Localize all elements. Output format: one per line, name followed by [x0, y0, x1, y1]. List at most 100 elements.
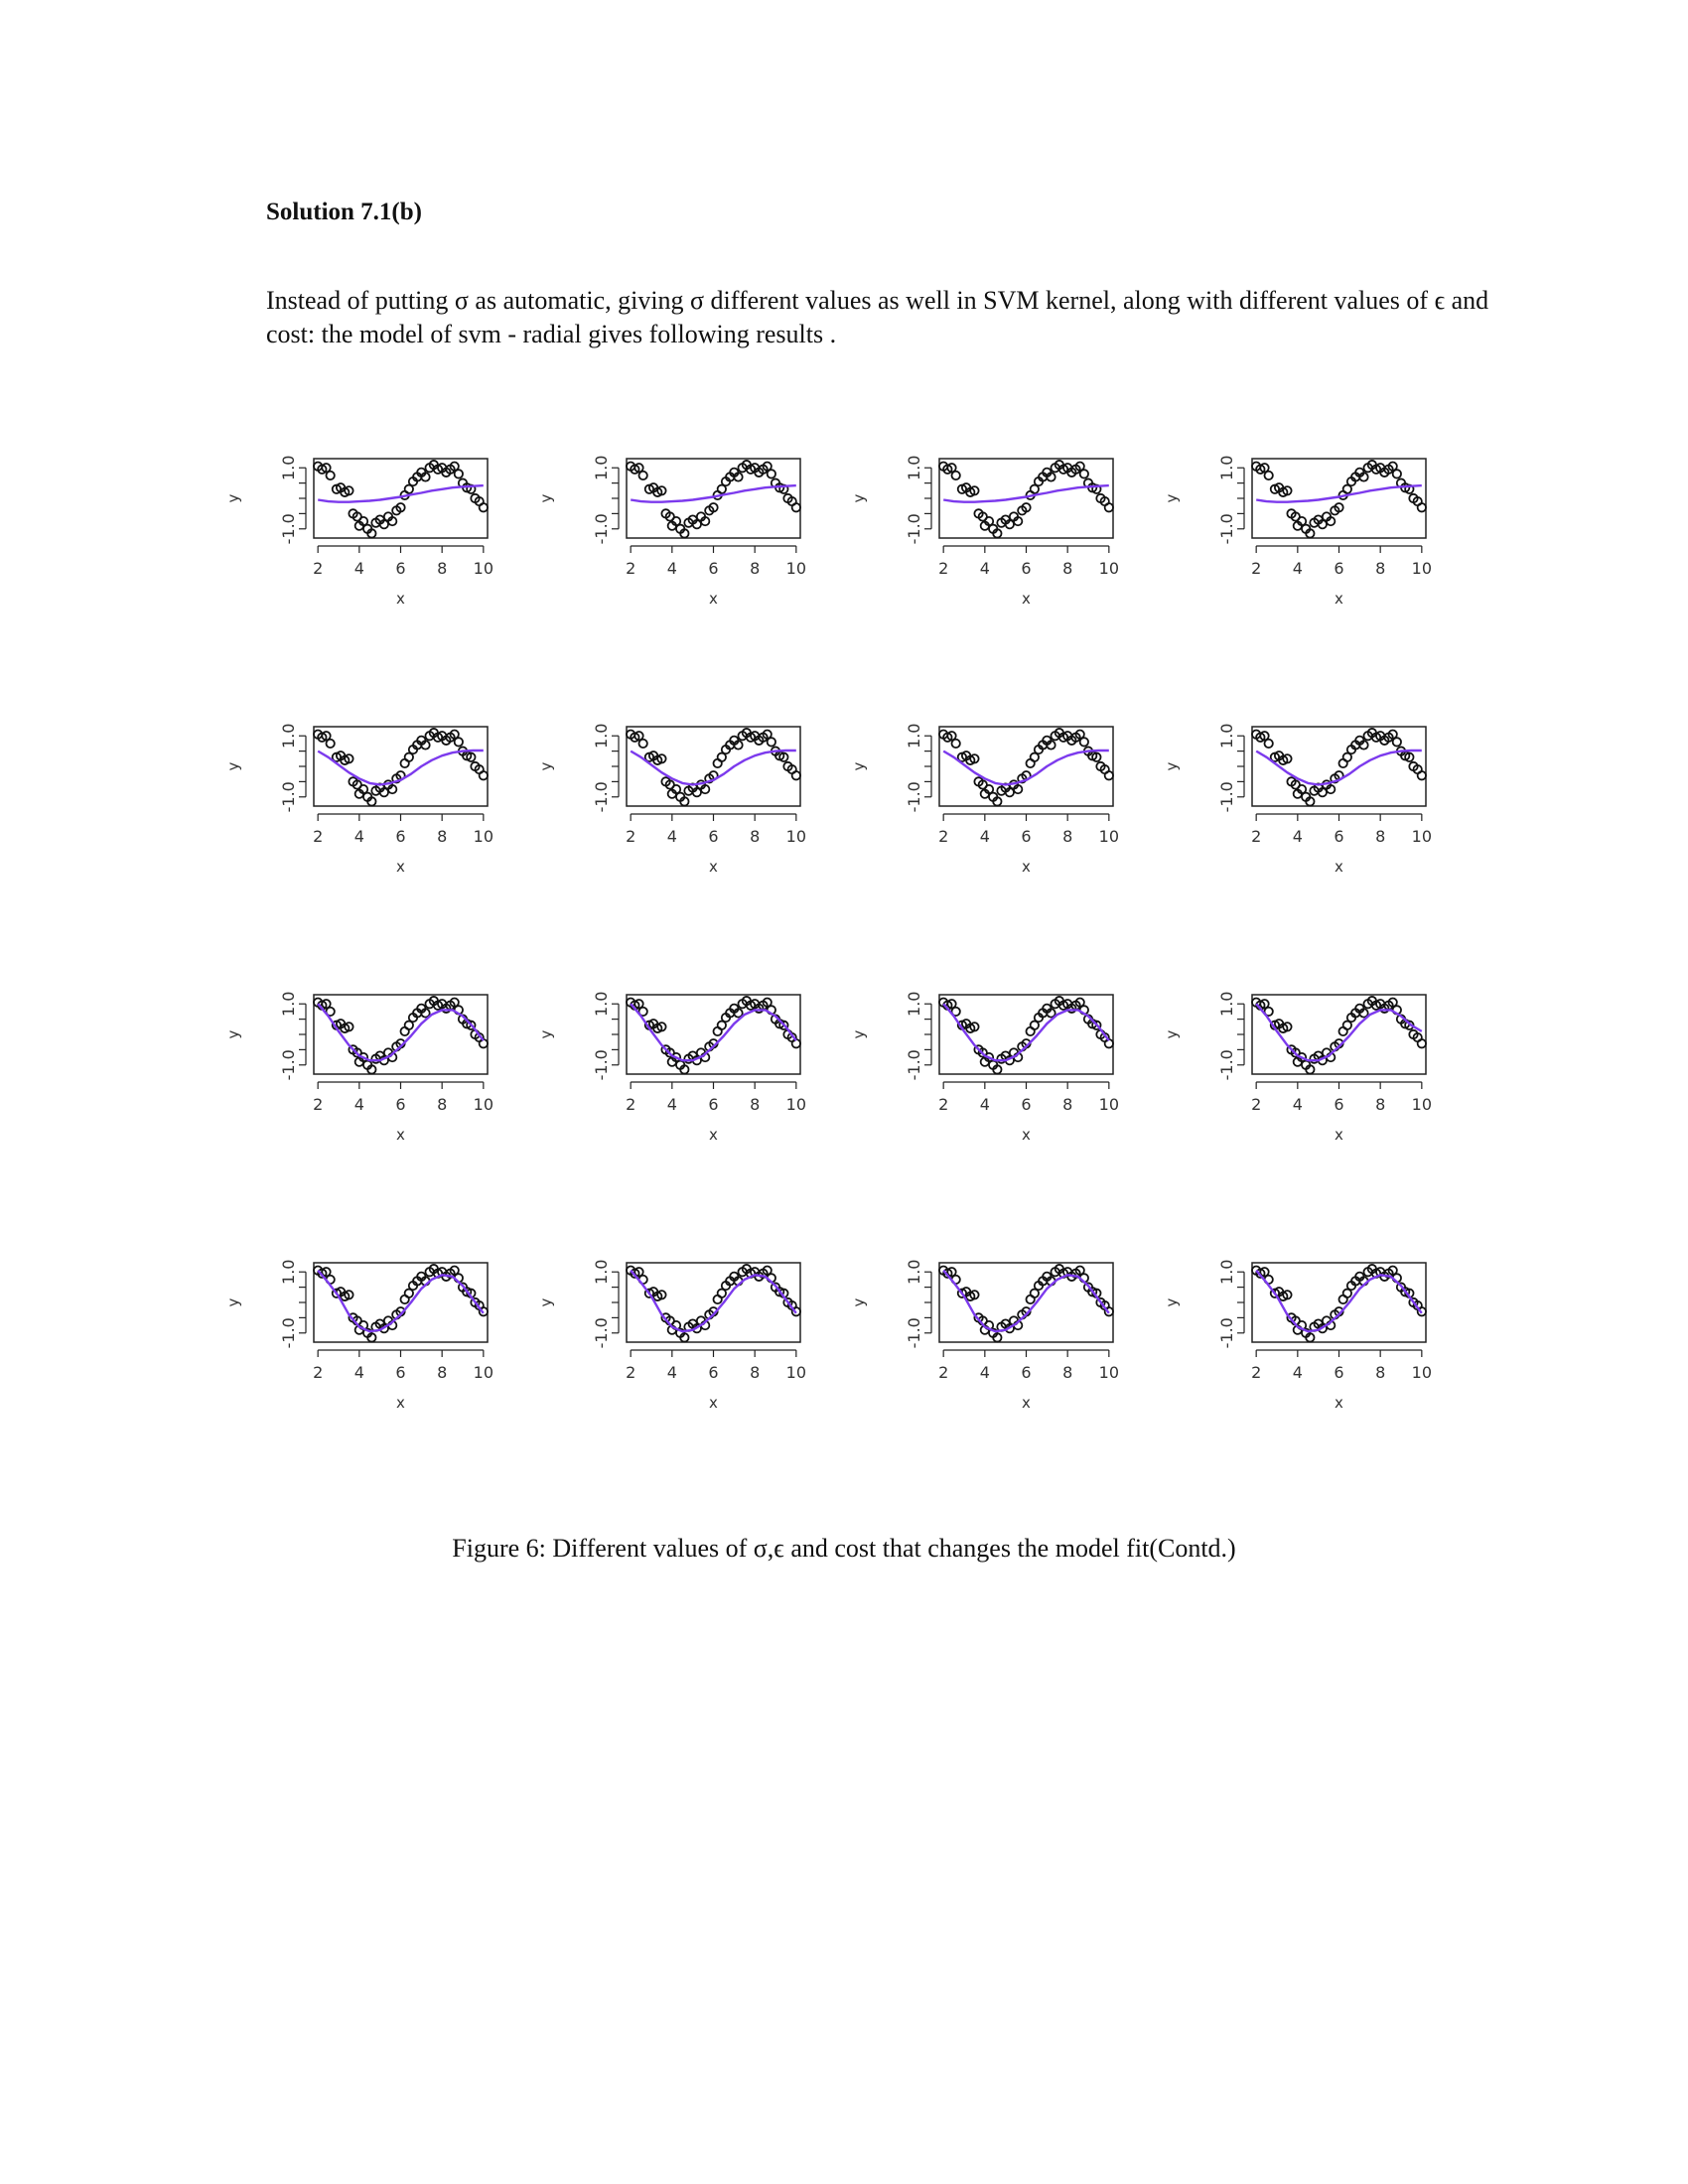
x-tick-label: 2	[938, 1095, 948, 1114]
svm-fit-line	[942, 749, 1109, 786]
data-point	[778, 483, 789, 494]
y-axis-label: y	[539, 1297, 555, 1306]
data-point	[983, 783, 995, 795]
data-point	[344, 485, 354, 496]
data-point	[1317, 787, 1328, 798]
data-point	[691, 787, 702, 798]
x-tick-label: 6	[708, 827, 718, 846]
scatter-plot: 2 4 6 8 10 -1.0 1.0 x y	[852, 724, 1119, 876]
data-point	[983, 1051, 995, 1063]
x-tick-label: 10	[474, 827, 493, 846]
data-point	[1046, 472, 1056, 482]
plot-frame	[626, 994, 801, 1075]
x-tick-label: 4	[667, 827, 677, 846]
data-point	[453, 737, 464, 748]
y-axis-label: y	[1165, 493, 1181, 502]
x-tick-label: 8	[1062, 1095, 1072, 1114]
data-point	[1259, 731, 1270, 742]
svm-fit-line	[942, 1269, 1110, 1333]
y-tick-label: 1.0	[1217, 992, 1236, 1017]
x-tick-label: 2	[313, 559, 323, 578]
data-point	[1029, 751, 1040, 762]
plot-panel-r2-c1: 2 4 6 8 10 -1.0 1.0 x y	[226, 705, 534, 933]
svm-fit-line	[1255, 1003, 1423, 1062]
data-point	[1305, 528, 1316, 539]
x-tick-label: 2	[626, 559, 635, 578]
data-point	[420, 740, 431, 751]
data-point	[378, 787, 389, 798]
x-tick-label: 6	[708, 1363, 718, 1382]
y-tick-label: 1.0	[905, 456, 923, 480]
data-point	[1029, 483, 1040, 494]
data-point	[691, 1323, 702, 1334]
x-axis-label: x	[1335, 590, 1343, 608]
y-axis-label: y	[226, 761, 242, 770]
x-tick-label: 6	[1021, 1363, 1031, 1382]
data-point	[1046, 740, 1056, 751]
data-point	[321, 999, 332, 1010]
x-axis-label: x	[396, 1394, 405, 1412]
data-point	[403, 1020, 414, 1030]
x-axis-label: x	[396, 1126, 405, 1144]
data-point	[637, 470, 648, 481]
data-point	[1305, 1064, 1316, 1075]
data-point	[992, 528, 1003, 539]
x-tick-label: 6	[1021, 1095, 1031, 1114]
data-point	[637, 738, 648, 750]
data-point	[1334, 502, 1344, 513]
y-tick-label: 1.0	[592, 992, 611, 1017]
data-point	[449, 729, 460, 740]
data-point	[778, 1020, 789, 1030]
data-point	[387, 783, 398, 795]
data-point	[1282, 753, 1293, 764]
y-tick-label: -1.0	[279, 1317, 298, 1348]
x-tick-label: 2	[1251, 559, 1261, 578]
data-point	[325, 738, 336, 750]
data-point	[790, 1038, 801, 1049]
x-tick-label: 10	[1099, 1363, 1119, 1382]
data-point	[395, 502, 406, 513]
data-point	[950, 470, 961, 481]
x-tick-label: 10	[1412, 1363, 1432, 1382]
data-point	[1416, 1038, 1427, 1049]
x-tick-label: 4	[667, 559, 677, 578]
data-point	[670, 1051, 682, 1063]
plot-panel-r3-c2: 2 4 6 8 10 -1.0 1.0 x y	[539, 973, 847, 1201]
data-point	[946, 1267, 957, 1278]
svm-fit-line	[317, 749, 484, 786]
data-point	[478, 1306, 489, 1317]
data-point	[403, 751, 414, 762]
x-tick-label: 2	[938, 1363, 948, 1382]
svm-fit-line	[317, 1269, 485, 1333]
data-point	[1296, 1051, 1308, 1063]
data-point	[950, 1006, 961, 1018]
data-point	[449, 461, 460, 472]
x-tick-label: 8	[437, 559, 447, 578]
data-point	[1404, 751, 1415, 762]
data-point	[344, 1022, 354, 1032]
x-tick-label: 2	[1251, 1363, 1261, 1382]
data-point	[1341, 1020, 1352, 1030]
data-point	[992, 796, 1003, 807]
data-point	[453, 469, 464, 479]
x-tick-label: 6	[1021, 559, 1031, 578]
y-tick-label: 1.0	[905, 992, 923, 1017]
x-tick-label: 4	[1293, 1363, 1303, 1382]
y-axis-label: y	[539, 493, 555, 502]
data-point	[449, 1265, 460, 1276]
y-axis-label: y	[1165, 1029, 1181, 1038]
y-axis-label: y	[852, 493, 868, 502]
data-point	[387, 515, 398, 527]
data-point	[1263, 738, 1274, 750]
x-tick-label: 8	[1062, 559, 1072, 578]
section-heading: Solution 7.1(b)	[266, 199, 422, 225]
y-tick-label: -1.0	[279, 513, 298, 544]
x-tick-label: 4	[354, 559, 364, 578]
svm-fit-line	[318, 483, 484, 503]
data-point	[1004, 787, 1015, 798]
x-tick-label: 4	[980, 1095, 990, 1114]
plot-panel-r4-c3: 2 4 6 8 10 -1.0 1.0 x y	[852, 1241, 1160, 1469]
data-point	[969, 485, 980, 496]
x-axis-label: x	[1335, 858, 1343, 876]
y-tick-label: 1.0	[592, 1260, 611, 1285]
